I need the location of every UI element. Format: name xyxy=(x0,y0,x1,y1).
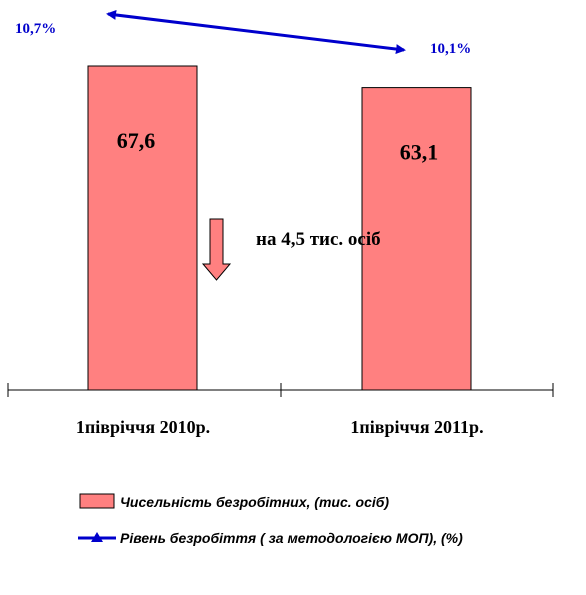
bar-2010-value-label: 67,6 xyxy=(117,128,156,153)
rate-2011-label: 10,1% xyxy=(430,41,471,57)
legend-label-line: Рівень безробіття ( за методологією МОП)… xyxy=(120,530,463,546)
legend: Чисельність безробітних, (тис. осіб) Рів… xyxy=(78,493,463,546)
category-label-2010: 1півріччя 2010р. xyxy=(76,417,210,437)
bar-2011 xyxy=(361,87,472,391)
decrease-arrow-icon xyxy=(201,218,232,281)
decrease-annotation: на 4,5 тис. осіб xyxy=(256,229,381,250)
legend-triangle-marker-icon xyxy=(91,532,103,542)
rate-2010-label: 10,7% xyxy=(15,21,56,37)
legend-label-bars: Чисельність безробітних, (тис. осіб) xyxy=(120,494,389,510)
bar-2011-value-label: 63,1 xyxy=(400,140,439,165)
category-label-2011: 1півріччя 2011р. xyxy=(350,417,483,437)
legend-swatch-bars xyxy=(79,493,115,509)
rate-double-arrow xyxy=(106,10,406,54)
bar-2010 xyxy=(87,65,198,391)
